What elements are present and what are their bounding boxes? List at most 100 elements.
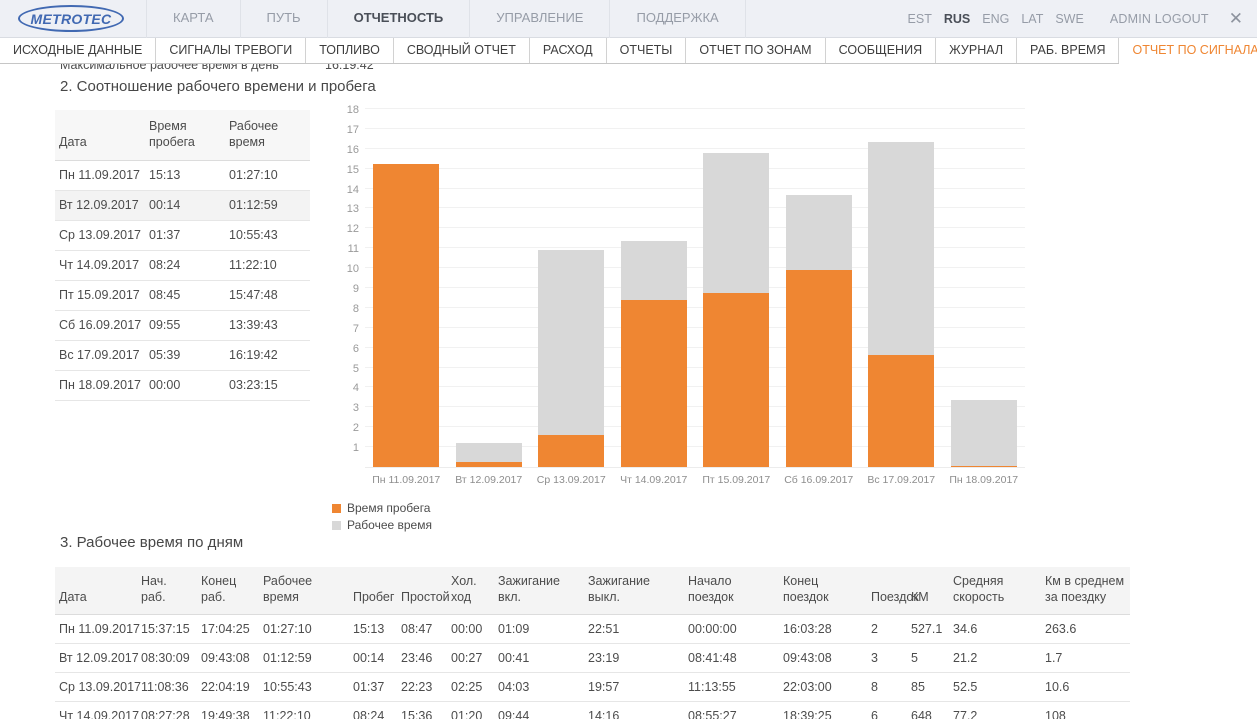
nav-item-путь[interactable]: ПУТЬ [239, 0, 327, 38]
lang-lat[interactable]: LAT [1021, 11, 1044, 26]
lang-est[interactable]: EST [907, 11, 932, 26]
y-axis-tick-label: 8 [352, 302, 359, 315]
cell: 08:24 [349, 701, 397, 719]
cell: Чт 14.09.2017 [55, 701, 139, 719]
report-content: Максимальное рабочее время в день 16:19:… [0, 64, 1257, 719]
cell: Вт 12.09.2017 [55, 643, 139, 673]
cell: Ср 13.09.2017 [55, 220, 145, 251]
tab-раб-время[interactable]: РАБ. ВРЕМЯ [1017, 38, 1120, 63]
cell: 08:55:27 [684, 701, 779, 719]
tab-журнал[interactable]: ЖУРНАЛ [936, 38, 1018, 63]
nav-item-управление[interactable]: УПРАВЛЕНИЕ [469, 0, 609, 38]
tab-сигналы-тревоги[interactable]: СИГНАЛЫ ТРЕВОГИ [156, 38, 307, 63]
close-icon[interactable]: ✕ [1228, 9, 1243, 28]
y-axis-tick-label: 14 [346, 183, 359, 196]
gridline [365, 187, 1025, 189]
bar-group[interactable] [943, 110, 1026, 467]
cell: 10:55:43 [259, 672, 349, 702]
cell: 09:44 [494, 701, 584, 719]
bar-group[interactable] [778, 110, 861, 467]
column-header: Км в среднем за поездку [1041, 567, 1130, 615]
tab-исходные-данные[interactable]: ИСХОДНЫЕ ДАННЫЕ [0, 38, 157, 63]
tab-отчет-по-зонам[interactable]: ОТЧЕТ ПО ЗОНАМ [686, 38, 826, 63]
lang-swe[interactable]: SWE [1055, 11, 1084, 26]
cell: 11:22:10 [225, 250, 310, 281]
table-row[interactable]: Вс 17.09.2017 05:39 16:19:42 [55, 340, 310, 371]
y-axis-tick-label: 2 [352, 422, 359, 435]
bar-group[interactable] [860, 110, 943, 467]
cell: 52.5 [949, 672, 1041, 702]
tab-топливо[interactable]: ТОПЛИВО [306, 38, 394, 63]
column-header: Средняя скорость [949, 567, 1041, 615]
max-worktime-label: Максимальное рабочее время в день [60, 64, 279, 72]
nav-item-карта[interactable]: КАРТА [146, 0, 240, 38]
table-row[interactable]: Пт 15.09.2017 08:45 15:47:48 [55, 280, 310, 311]
cell: 15:13 [349, 614, 397, 644]
tab-сообщения[interactable]: СООБЩЕНИЯ [826, 38, 937, 63]
lang-rus[interactable]: RUS [943, 11, 971, 26]
table-row[interactable]: Пн 11.09.2017 15:13 01:27:10 [55, 160, 310, 191]
column-header: Конец поездок [779, 567, 867, 615]
nav-item-отчетность[interactable]: ОТЧЕТНОСТЬ [326, 0, 470, 38]
table-row[interactable]: Чт 14.09.2017 08:27:28 19:49:38 11:22:10 08:… [55, 701, 1130, 719]
cell: 00:00 [447, 614, 494, 644]
tab-отчеты[interactable]: ОТЧЕТЫ [607, 38, 687, 63]
bar-drivetime [950, 466, 1017, 467]
ratio-table-body: Пн 11.09.2017 15:13 01:27:10 Вт 12.09.2017 0… [55, 160, 310, 401]
column-header: Простой [397, 567, 450, 615]
tab-расход[interactable]: РАСХОД [530, 38, 607, 63]
legend-item[interactable]: Время пробега [332, 501, 432, 515]
cell: 19:57 [584, 672, 684, 702]
bar-group[interactable] [448, 110, 531, 467]
cell: 22:51 [584, 614, 684, 644]
x-axis-tick-label: Вс 17.09.2017 [867, 474, 936, 486]
cell: 08:27:28 [137, 701, 197, 719]
cell: Пт 15.09.2017 [55, 280, 145, 311]
cell: 00:00:00 [684, 614, 779, 644]
gridline [365, 227, 1025, 229]
cell: 2 [867, 614, 907, 644]
table-row[interactable]: Ср 13.09.2017 01:37 10:55:43 [55, 220, 310, 251]
cell: Вт 12.09.2017 [55, 190, 145, 221]
legend-swatch [332, 520, 341, 530]
admin-logout-link[interactable]: ADMIN LOGOUT [1109, 11, 1209, 26]
bar-drivetime [785, 269, 852, 467]
cell: 77.2 [949, 701, 1041, 719]
column-header: КМ [907, 567, 949, 615]
tab-сводный-отчет[interactable]: СВОДНЫЙ ОТЧЕТ [394, 38, 530, 63]
y-axis-tick-label: 17 [346, 123, 359, 136]
table-row[interactable]: Чт 14.09.2017 08:24 11:22:10 [55, 250, 310, 281]
plot-area: 1 2 3 4 5 6 7 8 9 10 11 12 13 14 15 16 17 18 [347, 104, 1026, 468]
y-axis-tick-label: 7 [352, 322, 359, 335]
cell: 15:47:48 [225, 280, 310, 311]
cell: Сб 16.09.2017 [55, 310, 145, 341]
gridline [365, 167, 1025, 169]
nav-item-поддержка[interactable]: ПОДДЕРЖКА [609, 0, 746, 38]
legend-item[interactable]: Рабочее время [332, 518, 432, 532]
cell: 08:41:48 [684, 643, 779, 673]
report-tab-bar: ИСХОДНЫЕ ДАННЫЕ СИГНАЛЫ ТРЕВОГИ ТОПЛИВО СВО… [0, 38, 1257, 64]
x-axis-tick-label: Пн 18.09.2017 [949, 474, 1019, 486]
cell: 01:27:10 [225, 160, 310, 191]
table-row[interactable]: Вт 12.09.2017 00:14 01:12:59 [55, 190, 310, 221]
table-row[interactable]: Вт 12.09.2017 08:30:09 09:43:08 01:12:59 00:… [55, 643, 1130, 673]
cell: 11:08:36 [137, 672, 197, 702]
lang-eng[interactable]: ENG [982, 11, 1010, 26]
y-axis-tick-label: 4 [352, 382, 359, 395]
table-row[interactable]: Сб 16.09.2017 09:55 13:39:43 [55, 310, 310, 341]
bar-group[interactable] [613, 110, 696, 467]
bar-group[interactable] [695, 110, 778, 467]
column-header: Нач. раб. [137, 567, 197, 615]
table-row[interactable]: Пн 11.09.2017 15:37:15 17:04:25 01:27:10 15:… [55, 614, 1130, 644]
tab-отчет-по-сигналам[interactable]: ОТЧЕТ ПО СИГНАЛАМ [1119, 38, 1257, 64]
gridline [365, 366, 1025, 368]
bar-group[interactable] [530, 110, 613, 467]
cell: 14:16 [584, 701, 684, 719]
bar-group[interactable] [365, 110, 448, 467]
table-row[interactable]: Пн 18.09.2017 00:00 03:23:15 [55, 370, 310, 401]
table-row[interactable]: Ср 13.09.2017 11:08:36 22:04:19 10:55:43 01:… [55, 672, 1130, 702]
chart-legend: Время пробега Рабочее время [332, 501, 432, 535]
metrotec-logo[interactable]: METROTEC [18, 5, 124, 32]
cell: 08:45 [145, 280, 225, 311]
x-axis-labels: Пн 11.09.2017 Вт 12.09.2017 Ср 13.09.2017 Ч… [365, 474, 1025, 486]
